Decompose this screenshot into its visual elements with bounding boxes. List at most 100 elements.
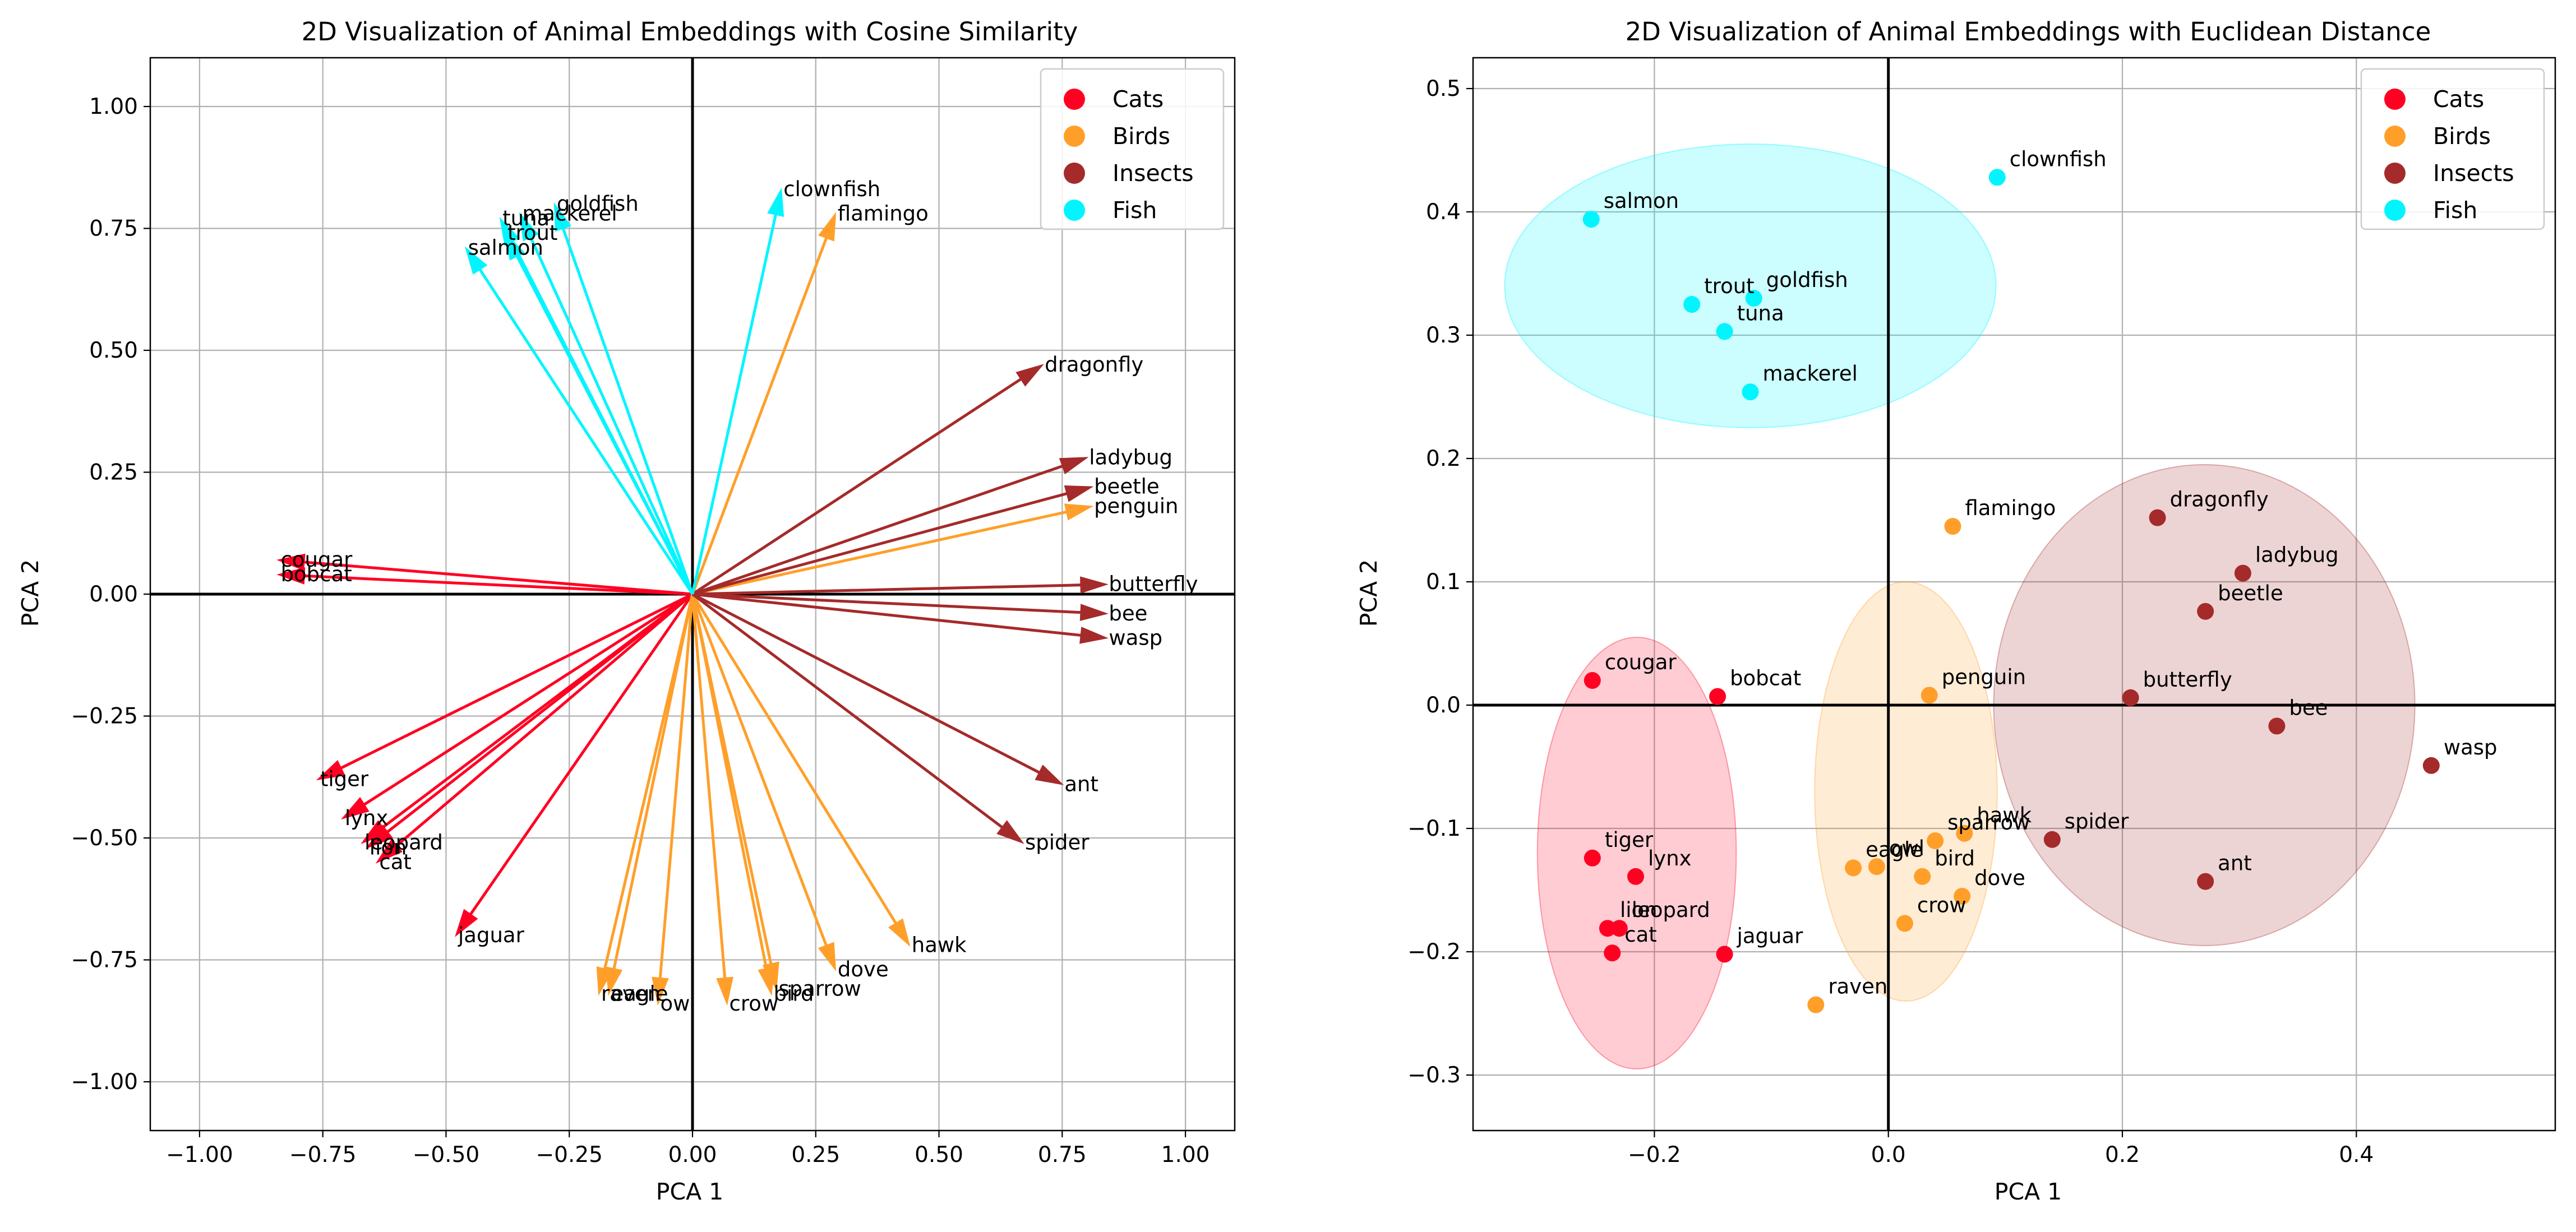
- legend-marker-insects: [2384, 163, 2406, 184]
- point-butterfly: [2122, 689, 2139, 706]
- label-bee: bee: [2289, 696, 2328, 720]
- arrowhead-penguin: [1064, 503, 1094, 521]
- point-flamingo: [1944, 518, 1961, 535]
- label-salmon: salmon: [468, 235, 543, 260]
- arrowhead-cat: [375, 839, 403, 864]
- label-ant: ant: [2218, 851, 2252, 876]
- axis-ticks: −0.2 0.0 0.2 0.4 −0.3 −0.2 −0.1 0.0 0.1 0.2 0.3 0.4…: [1407, 76, 2374, 1168]
- label-dragonfly: dragonfly: [2170, 488, 2269, 512]
- legend-label-birds: Birds: [2433, 123, 2491, 150]
- label-leopard: leopard: [364, 831, 443, 855]
- point-clownfish: [1988, 169, 2006, 186]
- legend-marker-insects: [1064, 163, 1085, 184]
- arrowhead-clownfish: [767, 187, 784, 217]
- label-spider: spider: [1025, 831, 1090, 855]
- label-lion: lion: [1620, 898, 1658, 922]
- plot-frame: [1472, 57, 2556, 1132]
- label-butterfly: butterfly: [2143, 668, 2232, 692]
- y-tick-label: 0.4: [1426, 200, 1461, 225]
- axis-ticks: −1.00 −0.75 −0.50 −0.25 0.00 0.25 0.50 0.75 1.00…: [71, 94, 1209, 1168]
- label-tiger: tiger: [320, 767, 369, 791]
- label-dove: dove: [838, 957, 889, 981]
- legend-marker-cats: [1064, 89, 1085, 110]
- label-sparrow: sparrow: [1947, 810, 2030, 835]
- label-trout: trout: [507, 221, 558, 245]
- label-jaguar: jaguar: [1737, 924, 1804, 948]
- arrow-goldfish: [561, 228, 694, 595]
- cosine-similarity-chart: 2D Visualization of Animal Embeddings wi…: [17, 17, 1236, 1205]
- point-dove: [1954, 888, 1971, 905]
- label-cat: cat: [1624, 923, 1657, 947]
- arrowhead-lynx: [340, 796, 370, 820]
- point-sparrow: [1927, 832, 1944, 849]
- y-tick-label: −0.2: [1407, 939, 1461, 965]
- legend-label-insects: Insects: [2433, 160, 2514, 187]
- y-tick-label: 0.75: [89, 216, 138, 242]
- point-tiger: [1584, 849, 1601, 867]
- arrowhead-raven: [596, 966, 613, 996]
- arrowhead-spider: [996, 820, 1024, 844]
- point-raven: [1807, 996, 1825, 1013]
- label-owl: owl: [660, 992, 695, 1016]
- point-tuna: [1716, 323, 1733, 340]
- point-penguin: [1921, 687, 1938, 704]
- label-ant: ant: [1064, 772, 1098, 796]
- label-dove: dove: [1974, 866, 2025, 890]
- label-leopard: leopard: [1632, 898, 1710, 922]
- arrowhead-wasp: [1079, 627, 1109, 644]
- point-bird: [1914, 868, 1931, 885]
- label-raven: raven: [1828, 975, 1887, 999]
- y-tick-label: 0.0: [1426, 693, 1461, 718]
- arrowhead-dragonfly: [1015, 364, 1045, 387]
- legend-marker-birds: [2384, 126, 2406, 147]
- arrowhead-lion: [366, 825, 394, 849]
- arrowhead-butterfly: [1080, 576, 1109, 594]
- label-bee: bee: [1109, 601, 1147, 626]
- label-lynx: lynx: [1648, 846, 1692, 870]
- y-tick-label: 0.5: [1426, 76, 1461, 101]
- x-tick-label: −1.00: [166, 1142, 233, 1168]
- arrow-spider: [691, 593, 1003, 829]
- legend-marker-birds: [1064, 126, 1085, 147]
- y-tick-label: 0.2: [1426, 446, 1461, 471]
- arrow-raven: [603, 594, 694, 970]
- label-jaguar: jaguar: [458, 923, 525, 947]
- x-axis-label: PCA 1: [656, 1178, 724, 1205]
- point-spider: [2043, 831, 2061, 848]
- label-wasp: wasp: [1109, 626, 1162, 650]
- point-dragonfly: [2149, 509, 2166, 526]
- y-axis-label: PCA 2: [1355, 559, 1382, 627]
- chart-title: 2D Visualization of Animal Embeddings wi…: [1626, 17, 2431, 47]
- point-leopard: [1610, 920, 1628, 937]
- points: [1582, 169, 2440, 1013]
- arrowhead-bird: [758, 966, 775, 996]
- label-mackerel: mackerel: [1762, 362, 1857, 386]
- y-tick-label: 0.1: [1426, 569, 1461, 595]
- label-crow: crow: [730, 992, 779, 1016]
- label-flamingo: flamingo: [1965, 496, 2056, 520]
- euclidean-distance-chart: 2D Visualization of Animal Embeddings wi…: [1355, 17, 2556, 1205]
- point-wasp: [2422, 757, 2440, 774]
- point-bobcat: [1709, 688, 1726, 705]
- x-tick-label: 1.00: [1161, 1142, 1210, 1168]
- arrow-dove: [691, 594, 828, 946]
- label-penguin: penguin: [1942, 665, 2026, 689]
- legend-label-insects: Insects: [1112, 160, 1194, 187]
- y-axis-label: PCA 2: [17, 559, 44, 627]
- label-ladybug: ladybug: [2255, 543, 2339, 567]
- arrow-bird: [691, 594, 768, 969]
- x-tick-label: −0.2: [1628, 1142, 1681, 1168]
- arrow-lion: [386, 593, 694, 833]
- legend-marker-cats: [2384, 89, 2406, 110]
- arrow-cougar: [304, 561, 693, 596]
- arrowhead-tiger: [316, 759, 345, 781]
- arrow-penguin: [692, 510, 1067, 596]
- arrow-salmon: [478, 268, 694, 595]
- arrowhead-trout: [504, 231, 525, 261]
- label-sparrow: sparrow: [778, 977, 861, 1001]
- arrow-clownfish: [691, 214, 777, 595]
- x-axis-label: PCA 1: [1995, 1178, 2062, 1205]
